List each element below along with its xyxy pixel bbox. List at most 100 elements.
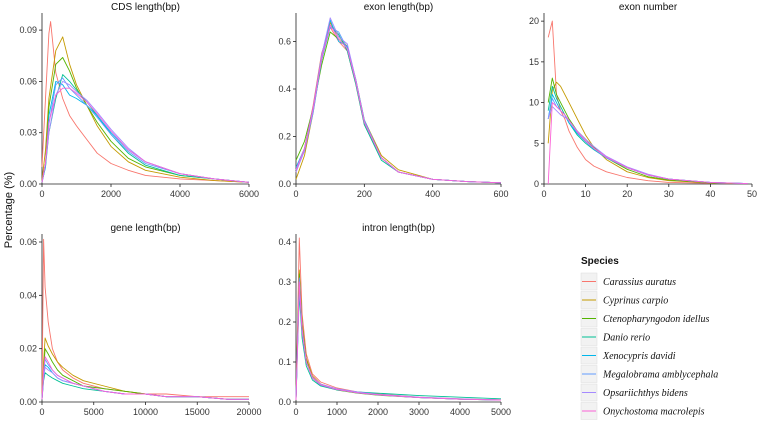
series-line (41, 36, 250, 183)
series-line (547, 93, 748, 185)
x-tick-label: 4000 (170, 189, 190, 199)
panel-4: gene length(bp) 0 5000 10000 15000 20000 0.00 0… (19, 223, 261, 417)
x-tick-label: 0 (293, 407, 298, 417)
series-line (41, 372, 249, 400)
series-line (547, 81, 748, 185)
y-tick-label: 0 (534, 179, 539, 189)
x-tick-label: 10 (581, 189, 591, 199)
series-line (547, 102, 748, 185)
y-tick-label: 0.02 (19, 344, 37, 354)
y-tick-label: 15 (529, 57, 539, 67)
series-line (295, 24, 502, 184)
legend-label: Cyprinus carpio (603, 296, 668, 307)
y-tick-label: 0.06 (19, 76, 37, 86)
x-tick-label: 5000 (84, 407, 104, 417)
legend-label: Danio rerio (602, 333, 650, 344)
x-tick-label: 0 (39, 407, 44, 417)
y-tick-label: 0.06 (19, 237, 37, 247)
legend-label: Xenocypris davidi (602, 351, 676, 362)
series-line (41, 356, 249, 400)
series-line (295, 237, 502, 401)
y-tick-label: 0.1 (278, 357, 291, 367)
series-line (295, 31, 502, 184)
y-tick-label: 0.3 (278, 277, 291, 287)
series-line (295, 17, 502, 184)
y-tick-label: 0.2 (278, 317, 291, 327)
legend-title: Species (581, 256, 619, 267)
panel-title: intron length(bp) (362, 223, 435, 234)
x-tick-label: 200 (357, 189, 372, 199)
legend-key (580, 291, 598, 309)
y-tick-label: 0.00 (19, 397, 37, 407)
legend-label: Opsariichthys bidens (603, 388, 688, 399)
legend-key (580, 383, 598, 402)
x-tick-label: 20000 (236, 407, 261, 417)
x-tick-label: 6000 (239, 189, 259, 199)
x-tick-label: 3000 (409, 407, 429, 417)
series-line (41, 87, 250, 183)
series-line (295, 281, 502, 401)
series-line (295, 26, 502, 184)
panel-title: CDS length(bp) (111, 2, 180, 13)
x-tick-label: 20 (622, 189, 632, 199)
legend-key (580, 365, 598, 383)
x-tick-label: 0 (293, 189, 298, 199)
series-line (295, 285, 502, 401)
series-line (295, 277, 502, 401)
y-tick-label: 10 (529, 98, 539, 108)
series-line (547, 106, 748, 185)
x-tick-label: 50 (747, 189, 757, 199)
legend-key (580, 402, 598, 420)
x-tick-label: 4000 (450, 407, 470, 417)
panel-title: exon length(bp) (364, 2, 434, 13)
x-tick-label: 400 (425, 189, 440, 199)
series-line (41, 21, 250, 183)
series-line (295, 281, 502, 401)
y-tick-label: 0.6 (278, 37, 291, 47)
panel-5: intron length(bp) 0 1000 2000 3000 4000 5000 0.… (278, 223, 511, 417)
x-tick-label: 15000 (185, 407, 210, 417)
legend-label: Megalobrama amblycephala (602, 370, 718, 381)
series-line (295, 273, 502, 401)
legend-key (580, 309, 598, 328)
panels: CDS length(bp)0 2000 4000 60000.000.030.060… (19, 2, 757, 417)
x-tick-label: 600 (493, 189, 508, 199)
series-line (41, 348, 249, 400)
legend-key (580, 272, 598, 291)
legend-key (580, 346, 598, 365)
x-tick-label: 30 (664, 189, 674, 199)
series-line (41, 77, 250, 183)
y-tick-label: 0.2 (278, 132, 291, 142)
x-tick-label: 5000 (491, 407, 511, 417)
series-line (295, 26, 502, 184)
panel-2: exon length(bp) 0 200 400 600 0.0 0.2 0.4 0.6 (278, 2, 508, 199)
x-tick-label: 0 (39, 189, 44, 199)
series-line (295, 269, 502, 401)
x-tick-label: 2000 (368, 407, 388, 417)
y-tick-label: 0.04 (19, 290, 37, 300)
series-line (41, 358, 249, 400)
legend: Species Carassius auratus Cyprinus carpio… (580, 256, 718, 420)
x-tick-label: 10000 (133, 407, 158, 417)
series-line (41, 238, 249, 398)
y-tick-label: 0.03 (19, 128, 37, 138)
legend-label: Carassius auratus (603, 277, 676, 288)
y-tick-label: 0.0 (278, 179, 291, 189)
series-line (547, 20, 748, 185)
y-axis-label: Percentage (%) (3, 172, 15, 248)
legend-label: Ctenopharyngodon idellus (603, 314, 709, 325)
y-tick-label: 20 (529, 16, 539, 26)
x-tick-label: 1000 (327, 407, 347, 417)
series-line (41, 337, 249, 400)
y-tick-label: 0.4 (278, 237, 291, 247)
y-tick-label: 5 (534, 138, 539, 148)
panel-title: gene length(bp) (110, 223, 180, 234)
series-line (295, 24, 502, 184)
panel-title: exon number (619, 2, 678, 13)
y-tick-label: 0.00 (19, 179, 37, 189)
legend-key (580, 328, 598, 346)
panel-3: exon number 0 10 20 30 40 50 0 5 10 15 20 (529, 2, 757, 199)
x-tick-label: 2000 (101, 189, 121, 199)
series-line (547, 98, 748, 185)
